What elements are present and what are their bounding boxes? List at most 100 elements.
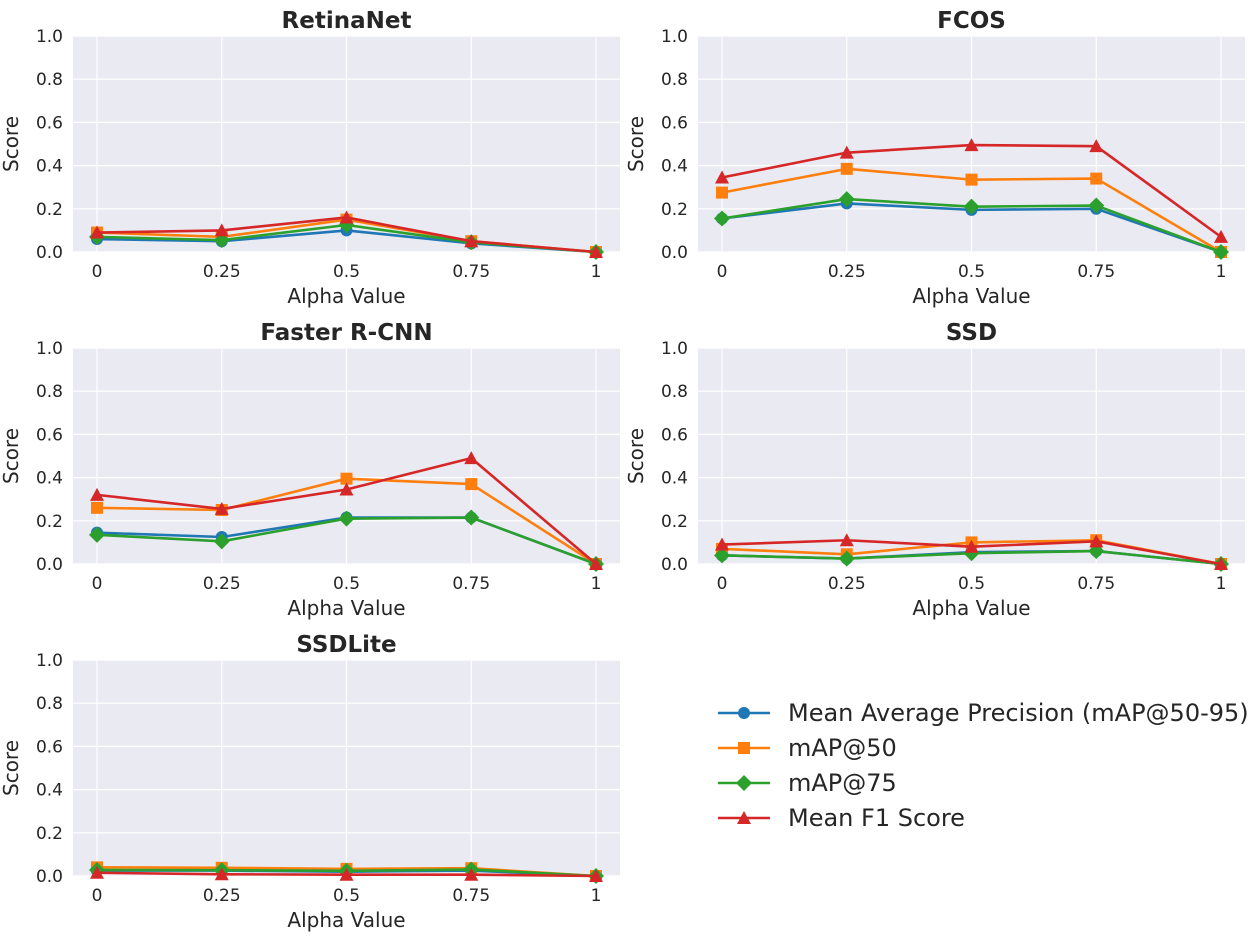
x-tick-label: 0.25 [203, 886, 241, 906]
data-point [714, 210, 730, 227]
data-point [714, 547, 730, 564]
subplot-2: 0.0 0.2 0.4 0.6 0.8 1.0 0 0.25 0.5 0.75 1 Faster R-… [0, 320, 620, 620]
subplot-title: RetinaNet [282, 8, 412, 34]
data-point [464, 451, 479, 465]
data-point [464, 867, 479, 881]
data-point [716, 186, 728, 199]
y-tick-label: 0.2 [36, 824, 63, 844]
y-tick-label: 0.4 [36, 157, 63, 177]
y-axis-label: Score [624, 116, 648, 172]
x-axis-label: Alpha Value [912, 284, 1030, 308]
data-point [90, 225, 104, 239]
legend-entry: Mean F1 Score [718, 804, 965, 832]
y-tick-label: 0.2 [36, 200, 63, 220]
y-tick-label: 0.0 [36, 555, 63, 575]
legend-marker [738, 742, 750, 754]
series-3 [90, 865, 603, 882]
y-tick-label: 0.6 [36, 737, 63, 757]
y-axis-label: Score [624, 428, 648, 484]
x-tick-label: 0 [717, 574, 728, 594]
data-point [963, 198, 980, 215]
data-point [839, 533, 854, 547]
x-tick-label: 0.25 [828, 574, 866, 594]
legend-marker [738, 707, 750, 719]
y-tick-label: 0.4 [661, 157, 688, 177]
x-tick-label: 0.5 [958, 262, 985, 282]
data-point [1088, 197, 1105, 214]
data-point [839, 145, 854, 159]
y-tick-label: 0.0 [661, 243, 688, 263]
legend-label: mAP@50 [788, 734, 897, 762]
x-tick-label: 1 [591, 886, 602, 906]
subplot-1: 0.0 0.2 0.4 0.6 0.8 1.0 0 0.25 0.5 0.75 1 FCOS Alpha… [624, 8, 1245, 308]
data-point [715, 170, 729, 184]
data-point [1213, 244, 1229, 260]
y-tick-label: 0.4 [36, 469, 63, 489]
legend-entry: Mean Average Precision (mAP@50-95) [718, 699, 1249, 727]
legend-marker [736, 775, 752, 791]
y-tick-label: 0.4 [661, 469, 688, 489]
data-point [838, 191, 855, 208]
x-axis-label: Alpha Value [287, 596, 405, 620]
data-point [339, 867, 354, 881]
y-axis-label: Score [0, 116, 23, 172]
series-3 [90, 451, 603, 570]
x-tick-label: 1 [591, 262, 602, 282]
x-tick-label: 0 [717, 262, 728, 282]
data-point [214, 501, 229, 515]
y-axis-label: Score [0, 428, 23, 484]
subplot-title: SSD [946, 320, 997, 346]
data-point [463, 509, 480, 526]
data-point [589, 245, 603, 258]
x-tick-label: 0.5 [333, 886, 360, 906]
subplot-title: Faster R-CNN [260, 320, 432, 346]
data-point [464, 234, 479, 248]
y-tick-label: 1.0 [36, 27, 63, 47]
data-point [339, 210, 354, 224]
series-3 [715, 533, 1228, 570]
y-tick-label: 0.8 [661, 382, 688, 402]
data-point [214, 223, 229, 237]
x-tick-label: 0 [92, 886, 103, 906]
subplot-0: 0.0 0.2 0.4 0.6 0.8 1.0 0 0.25 0.5 0.75 1 RetinaNet… [0, 8, 620, 308]
x-tick-label: 0 [92, 262, 103, 282]
x-tick-label: 0.75 [452, 886, 490, 906]
x-tick-label: 0.5 [333, 574, 360, 594]
legend-entry: mAP@75 [718, 769, 897, 797]
data-point [715, 537, 729, 551]
y-tick-label: 0.6 [36, 425, 63, 445]
data-point [964, 539, 979, 553]
data-point [965, 173, 978, 186]
y-tick-label: 0.2 [661, 512, 688, 532]
data-point [589, 557, 603, 570]
x-tick-label: 1 [591, 574, 602, 594]
y-tick-label: 0.8 [661, 70, 688, 90]
data-point [1090, 172, 1103, 185]
data-point [1214, 229, 1228, 243]
x-tick-label: 0.75 [1077, 574, 1115, 594]
x-tick-label: 0.5 [333, 262, 360, 282]
legend: Mean Average Precision (mAP@50-95) mAP@50… [718, 699, 1249, 832]
y-tick-label: 0.6 [661, 113, 688, 133]
x-axis-label: Alpha Value [287, 908, 405, 932]
series-2 [714, 191, 1229, 260]
y-tick-label: 1.0 [36, 339, 63, 359]
x-axis-label: Alpha Value [287, 284, 405, 308]
x-tick-label: 0.25 [203, 262, 241, 282]
data-point [90, 865, 104, 879]
x-tick-label: 0 [92, 574, 103, 594]
y-tick-label: 0.2 [661, 200, 688, 220]
x-tick-label: 0.5 [958, 574, 985, 594]
data-point [840, 162, 853, 175]
data-point [1089, 534, 1104, 548]
y-tick-label: 0.6 [36, 113, 63, 133]
y-tick-label: 0.0 [661, 555, 688, 575]
subplot-3: 0.0 0.2 0.4 0.6 0.8 1.0 0 0.25 0.5 0.75 1 SSD Alpha … [624, 320, 1245, 620]
data-point [214, 867, 229, 881]
data-point [838, 550, 855, 567]
legend-label: mAP@75 [788, 769, 897, 797]
data-point [589, 869, 603, 882]
x-tick-label: 1 [1216, 574, 1227, 594]
subplot-title: SSDLite [296, 632, 396, 658]
data-point [89, 526, 105, 543]
